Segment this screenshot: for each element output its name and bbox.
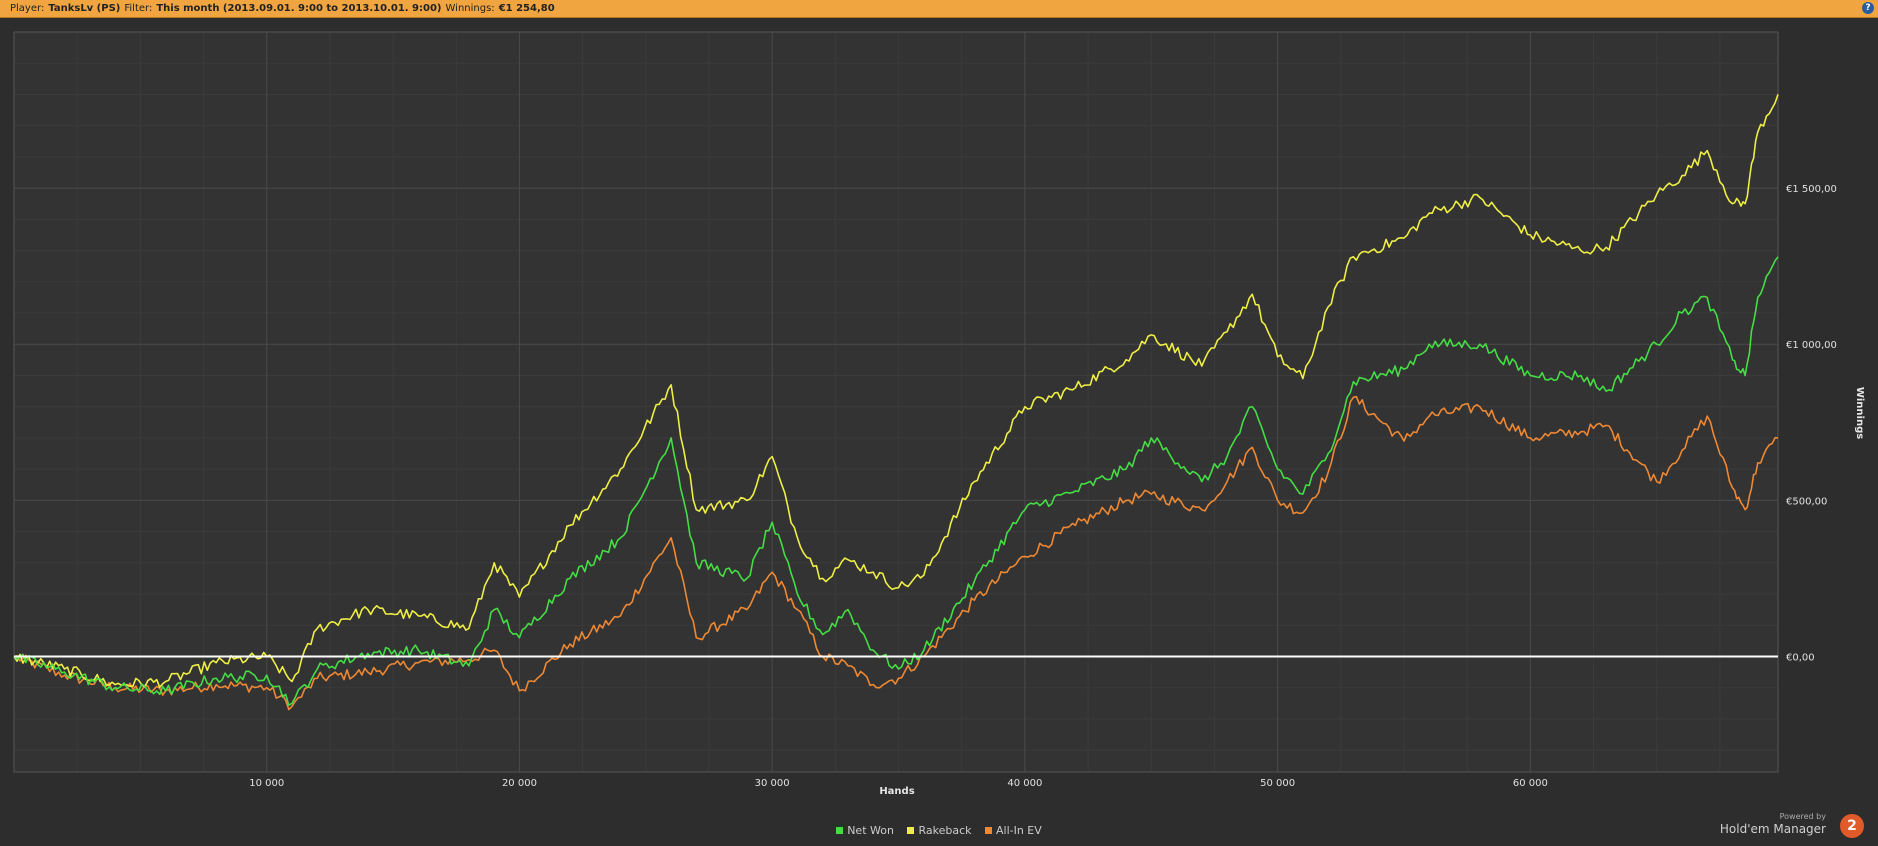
legend-swatch-rakeback [907,827,915,834]
x-tick-label: 10 000 [249,778,284,789]
x-axis-label: Hands [879,786,914,797]
player-label: Player: [10,3,45,14]
filter-label: Filter: [124,3,153,14]
legend-item-net-won[interactable]: Net Won [836,824,894,837]
x-tick-label: 40 000 [1007,778,1042,789]
x-tick-label: 20 000 [502,778,537,789]
player-value: TanksLv (PS) [48,3,121,14]
major-grid [13,31,1779,773]
series-layer [13,94,1779,711]
y-tick-label: €0,00 [1786,652,1815,663]
plot-frame [13,31,1779,773]
x-axis-ticks: 10 000 20 000 30 000 40 000 50 000 60 000 [249,778,1548,789]
product-name: Hold'em Manager [1719,822,1826,836]
info-header-bar: Player: TanksLv (PS) Filter: This month (20… [0,0,1878,18]
legend-swatch-allin-ev [984,827,992,834]
series-line-all-in-ev [13,395,1779,711]
legend-swatch-net-won [836,827,844,834]
winnings-label: Winnings: [445,3,495,14]
plot-background [14,32,1778,772]
legend-label-allin-ev: All-In EV [995,824,1042,837]
x-tick-label: 30 000 [755,778,790,789]
legend-item-allin-ev[interactable]: All-In EV [984,824,1042,837]
winnings-chart: 10 000 20 000 30 000 40 000 50 000 60 000 €0,… [13,31,1865,797]
x-tick-label: 60 000 [1513,778,1548,789]
legend-label-net-won: Net Won [847,824,894,837]
y-axis-ticks: €0,00 €500,00 €1 000,00 €1 500,00 [1786,184,1837,663]
y-axis-label: Winnings [1854,387,1865,439]
branding: Powered by Hold'em Manager 2 [1714,812,1864,840]
legend-label-rakeback: Rakeback [918,824,972,837]
help-icon[interactable]: ? [1862,2,1874,14]
filter-value: This month (2013.09.01. 9:00 to 2013.10.… [156,3,442,14]
x-tick-label: 50 000 [1260,778,1295,789]
hem2-logo-icon: 2 [1840,814,1864,838]
y-tick-label: €500,00 [1786,496,1827,507]
chart-legend: Net Won Rakeback All-In EV [0,824,1878,837]
legend-item-rakeback[interactable]: Rakeback [907,824,971,837]
series-line-rakeback [13,94,1779,689]
minor-grid [14,32,1778,772]
powered-by-text: Powered by [1779,812,1826,821]
y-tick-label: €1 000,00 [1786,340,1837,351]
series-line-net-won [13,256,1779,706]
winnings-value: €1 254,80 [498,3,555,14]
y-tick-label: €1 500,00 [1786,184,1837,195]
